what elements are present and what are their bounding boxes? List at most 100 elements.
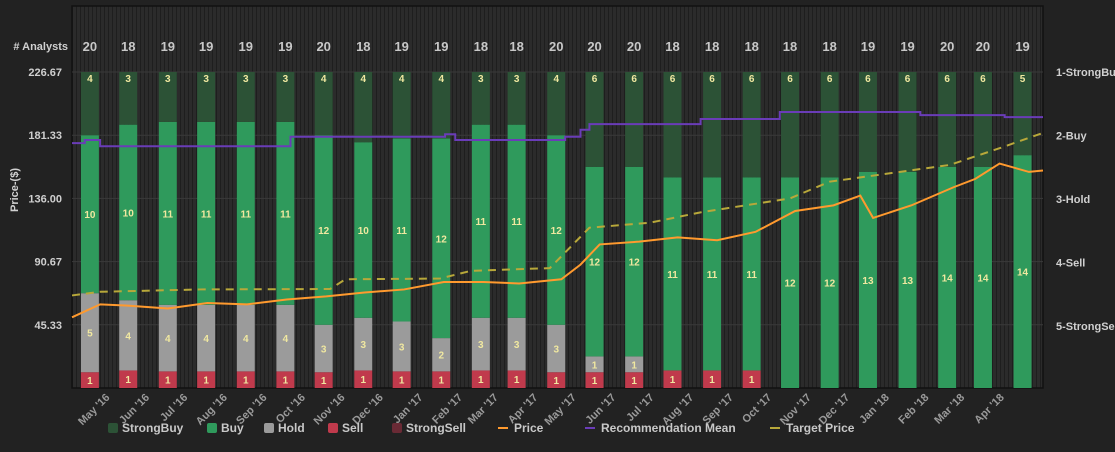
bar-strongbuy [276,72,295,122]
bar-sell [392,371,411,388]
bar-sell [742,370,761,388]
bar-value-label: 6 [592,74,598,85]
bars: 1510414103141131411314113141131312413104… [80,72,1032,388]
bar-buy [742,177,761,371]
y-tick-label: 136.00 [28,193,62,205]
bar-value-label: 1 [592,360,598,371]
bar-value-label: 1 [203,376,209,387]
analyst-count: 20 [549,39,563,54]
bar-value-label: 11 [201,209,212,220]
bar-value-label: 11 [707,270,718,281]
bar-buy [197,121,216,305]
analyst-count: 19 [278,39,292,54]
x-tick-label: Jul '16 [158,392,190,424]
analyst-count: 20 [627,39,641,54]
bar-buy [432,138,451,339]
bar-strongbuy [547,72,566,136]
bar-value-label: 4 [438,74,444,85]
bar-value-label: 4 [87,74,93,85]
y-tick-label: 226.67 [28,67,62,79]
analyst-count: 18 [509,39,523,54]
bar-buy [973,166,992,388]
y2-tick-label: 3-Hold [1056,194,1090,206]
bar-value-label: 3 [553,345,559,356]
legend-item-strongbuy[interactable]: StrongBuy [122,421,184,435]
bar-value-label: 4 [125,331,131,342]
analyst-count: 18 [121,39,135,54]
analyst-count: 19 [161,39,175,54]
x-tick-label: Jan '18 [857,392,892,427]
x-tick-label: Mar '17 [466,392,501,427]
bar-value-label: 5 [1020,74,1026,85]
bar-buy [1013,155,1032,388]
bar-sell [471,370,490,388]
bar-value-label: 3 [478,74,484,85]
legend-item-buy[interactable]: Buy [221,421,244,435]
bar-hold [507,317,526,371]
bar-hold [119,300,138,371]
bar-value-label: 3 [321,345,327,356]
bar-buy [858,171,877,388]
bar-value-label: 3 [243,74,249,85]
legend-item-recommendation-mean[interactable]: Recommendation Mean [601,421,736,435]
bar-buy [119,124,138,301]
bar-value-label: 11 [240,209,251,220]
legend-item-sell[interactable]: Sell [342,421,363,435]
bar-strongbuy [197,72,216,122]
y-tick-label: 45.33 [34,320,62,332]
analyst-count: 19 [900,39,914,54]
x-tick-label: Jul '17 [624,392,656,424]
bar-hold [158,304,177,372]
analyst-count: 18 [474,39,488,54]
bar-value-label: 1 [399,376,405,387]
bar-hold [80,293,99,373]
bar-value-label: 1 [631,376,637,387]
bar-value-label: 1 [438,376,444,387]
bar-buy [354,142,373,318]
bar-strongbuy [236,72,255,122]
bar-value-label: 1 [165,376,171,387]
bar-value-label: 4 [165,334,171,345]
analyst-count: 18 [356,39,370,54]
bar-value-label: 12 [589,258,601,269]
bar-value-label: 14 [1017,268,1029,279]
bar-value-label: 4 [361,74,367,85]
x-tick-label: Oct '17 [740,392,774,426]
bar-strongbuy [898,72,917,172]
bar-value-label: 1 [514,375,520,386]
bar-hold [432,338,451,372]
bar-value-label: 12 [436,234,448,245]
bar-sell [703,370,722,388]
bar-value-label: 1 [592,376,598,387]
bar-hold [354,317,373,371]
bar-hold [276,304,295,372]
bar-value-label: 14 [942,273,954,284]
legend-item-strongsell[interactable]: StrongSell [406,421,466,435]
bar-value-label: 10 [84,210,96,221]
bar-value-label: 6 [827,74,833,85]
bar-buy [625,166,644,357]
legend-item-hold[interactable]: Hold [278,421,305,435]
bar-value-label: 6 [631,74,637,85]
bar-buy [276,121,295,305]
bar-sell [197,371,216,388]
bar-buy [663,177,682,371]
line-recommendation-mean [72,111,1043,148]
bar-buy [158,121,177,305]
bar-value-label: 11 [746,270,757,281]
legend-swatch [392,423,402,433]
legend-item-price[interactable]: Price [514,421,544,435]
bar-buy [703,177,722,371]
bar-sell [276,371,295,388]
bar-strongbuy [507,72,526,125]
analyst-count: 19 [861,39,875,54]
bar-value-label: 1 [749,375,755,386]
legend-item-target-price[interactable]: Target Price [786,421,855,435]
y-tick-label: 181.33 [28,130,62,142]
bar-value-label: 11 [511,217,522,228]
analyst-count: 20 [940,39,954,54]
y-tick-label: 90.67 [34,257,62,269]
bar-strongbuy [858,72,877,172]
bar-buy [314,135,333,325]
